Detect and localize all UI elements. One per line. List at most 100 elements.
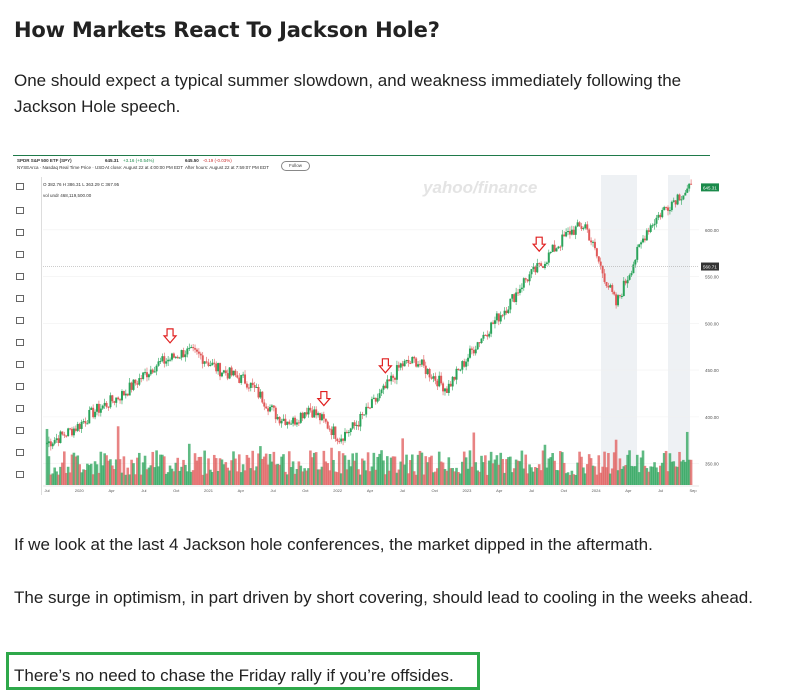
- volume-bar: [555, 469, 558, 485]
- text-icon[interactable]: [16, 273, 24, 280]
- volume-bar: [70, 454, 74, 485]
- volume-bar: [593, 466, 597, 485]
- volume-bar: [403, 464, 406, 485]
- volume-bar: [139, 474, 143, 485]
- trendline-icon[interactable]: [16, 207, 24, 214]
- volume-bar: [366, 452, 370, 485]
- candle-body: [313, 409, 316, 418]
- candle-body: [203, 361, 206, 364]
- x-tick-label: Jul: [400, 488, 405, 493]
- volume-bar: [355, 452, 358, 485]
- x-tick-label: 2020: [75, 488, 85, 493]
- crosshair-icon[interactable]: [16, 183, 24, 190]
- volume-bar: [170, 468, 174, 485]
- volume-bar: [389, 457, 393, 485]
- volume-bar: [124, 474, 128, 485]
- volume-bar: [453, 471, 456, 485]
- volume-bar: [241, 464, 245, 485]
- volume-bar: [55, 471, 58, 485]
- volume-bar: [209, 469, 212, 485]
- candle-body: [317, 413, 320, 416]
- event-arrow-icon: [378, 358, 393, 374]
- candle-body: [503, 310, 506, 316]
- calendar-icon[interactable]: [16, 449, 24, 456]
- candle-body: [357, 424, 360, 427]
- candle-body: [409, 363, 412, 365]
- candle-body: [219, 363, 222, 377]
- volume-bar: [224, 462, 228, 485]
- volume-bar: [526, 473, 529, 485]
- candle-body: [107, 406, 110, 408]
- candle-body: [515, 292, 518, 303]
- candle-body: [251, 382, 254, 386]
- volume-bar: [95, 464, 99, 485]
- candle-body: [453, 376, 456, 380]
- volume-bar: [532, 471, 535, 485]
- candle-body: [322, 414, 325, 419]
- volume-bar: [362, 460, 366, 485]
- measure-icon[interactable]: [16, 295, 24, 302]
- candle-body: [165, 361, 168, 364]
- volume-bar: [203, 450, 206, 485]
- event-arrow-icon: [316, 390, 332, 407]
- candle-body: [99, 408, 102, 413]
- volume-bar: [112, 469, 116, 485]
- candle-body: [528, 274, 531, 282]
- candle-body: [292, 417, 295, 424]
- candle-body: [280, 420, 283, 424]
- volume-bar: [612, 452, 616, 485]
- candle-body: [340, 438, 343, 442]
- volume-bar: [451, 468, 454, 485]
- volume-bar: [380, 450, 383, 485]
- volume-bar: [236, 471, 239, 485]
- candle-body: [688, 183, 691, 189]
- candle-body: [369, 407, 371, 409]
- volume-bar: [299, 465, 303, 485]
- zoom-icon[interactable]: [16, 471, 24, 478]
- volume-bar: [228, 470, 231, 485]
- aftermath-paragraph: If we look at the last 4 Jackson hole co…: [14, 535, 653, 554]
- candle-body: [338, 441, 341, 443]
- volume-bar: [120, 472, 124, 485]
- candle-body: [532, 266, 535, 270]
- shape-icon[interactable]: [16, 251, 24, 258]
- brush-icon[interactable]: [16, 317, 24, 324]
- candle-body: [330, 429, 333, 436]
- volume-bar: [560, 452, 564, 485]
- spy-chart-image: SPDR S&P 500 ETF (SPY) NYSEArca · Nasdaq…: [13, 155, 783, 495]
- candle-body: [351, 422, 354, 429]
- fib-icon[interactable]: [16, 229, 24, 236]
- candle-body: [147, 374, 150, 378]
- volume-bar: [153, 467, 156, 485]
- volume-bar: [662, 453, 666, 485]
- settings-icon[interactable]: [16, 427, 24, 434]
- candle-body: [144, 372, 147, 374]
- candle-body: [101, 405, 104, 409]
- volume-bar: [334, 471, 337, 485]
- candle-body: [530, 269, 533, 275]
- candle-body: [120, 391, 123, 401]
- eye-icon[interactable]: [16, 383, 24, 390]
- volume-bar: [86, 463, 89, 485]
- volume-bar: [91, 474, 95, 485]
- magnet-icon[interactable]: [16, 339, 24, 346]
- candle-body: [328, 428, 331, 430]
- lock-icon[interactable]: [16, 361, 24, 368]
- volume-bar: [487, 460, 491, 485]
- candle-body: [70, 428, 73, 436]
- follow-button[interactable]: Follow: [281, 161, 310, 171]
- volume-bar: [541, 450, 545, 485]
- candle-body: [63, 434, 66, 436]
- candle-body: [267, 408, 270, 412]
- candle-body: [57, 438, 60, 443]
- volume-bar: [614, 439, 618, 485]
- trash-icon[interactable]: [16, 405, 24, 412]
- candle-body: [269, 407, 272, 412]
- candle-body: [657, 214, 660, 218]
- volume-bar: [172, 471, 176, 485]
- volume-bar: [76, 455, 80, 485]
- candle-body: [194, 348, 197, 350]
- candle-body: [490, 322, 493, 334]
- candle-body: [192, 347, 195, 349]
- volume-bar: [553, 460, 556, 485]
